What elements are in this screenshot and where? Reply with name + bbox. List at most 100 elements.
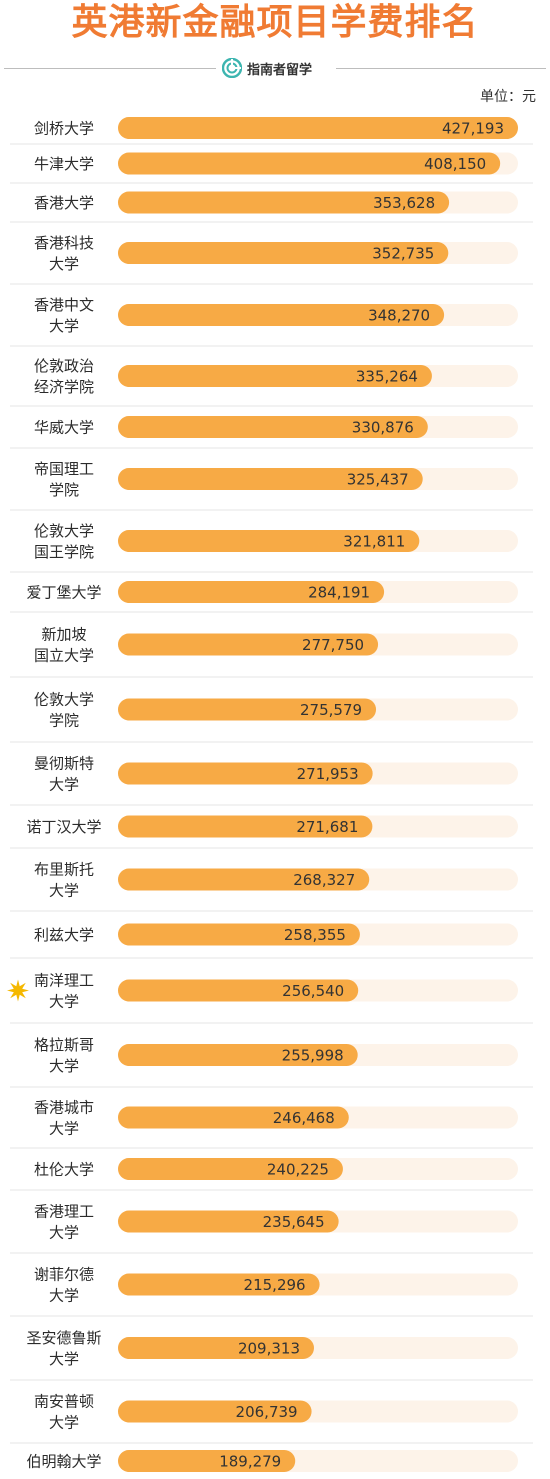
- bar: [118, 242, 449, 264]
- data-label: 325,437: [347, 471, 409, 489]
- bar: [118, 191, 450, 214]
- category-label: 诺丁汉大学: [26, 818, 101, 836]
- brand: 指南者留学: [222, 56, 332, 80]
- category-label: 伦敦大学: [34, 522, 94, 540]
- bar: [118, 979, 359, 1002]
- category-label: 大学: [49, 882, 79, 900]
- bar: [118, 152, 501, 175]
- bar: [118, 416, 428, 438]
- data-label: 348,270: [368, 307, 430, 325]
- brand-row: 指南者留学: [0, 56, 550, 80]
- category-label: 牛津大学: [34, 155, 94, 173]
- data-label: 240,225: [267, 1161, 329, 1179]
- category-label: 谢菲尔德: [34, 1266, 94, 1284]
- category-label: 帝国理工: [34, 460, 94, 478]
- bar: [118, 1337, 314, 1359]
- divider-right: [336, 68, 546, 69]
- data-label: 271,681: [296, 818, 358, 836]
- category-label: 大学: [49, 1414, 79, 1432]
- bar: [118, 1273, 320, 1296]
- category-label: 剑桥大学: [34, 120, 94, 138]
- divider-left: [4, 68, 216, 69]
- bar: [118, 365, 432, 387]
- guide-logo-icon: [222, 58, 242, 78]
- category-label: 香港大学: [34, 194, 94, 212]
- category-label: 爱丁堡大学: [26, 584, 101, 602]
- data-label: 258,355: [284, 926, 346, 944]
- category-label: 大学: [49, 1057, 79, 1075]
- bar: [118, 762, 373, 785]
- bar: [118, 698, 377, 721]
- category-label: 华威大学: [34, 419, 94, 437]
- data-label: 277,750: [302, 636, 364, 654]
- category-label: 大学: [49, 1287, 79, 1305]
- category-label: 杜伦大学: [34, 1161, 94, 1179]
- bar: [118, 1400, 312, 1423]
- category-label: 南洋理工: [34, 972, 94, 990]
- category-label: 国王学院: [34, 543, 94, 561]
- category-label: 经济学院: [34, 378, 94, 396]
- category-label: 伯明翰大学: [26, 1453, 101, 1471]
- category-label: 学院: [49, 712, 79, 730]
- bar: [118, 1106, 349, 1129]
- unit-label: 单位：元: [480, 89, 536, 105]
- bar: [118, 530, 420, 552]
- data-label: 268,327: [293, 871, 355, 889]
- category-label: 利兹大学: [34, 926, 94, 944]
- category-label: 大学: [49, 993, 79, 1011]
- category-label: 国立大学: [34, 647, 94, 665]
- bar: [118, 923, 360, 946]
- bar: [118, 581, 385, 603]
- category-label: 曼彻斯特: [34, 755, 94, 773]
- data-label: 321,811: [343, 533, 405, 551]
- category-label: 大学: [49, 317, 79, 335]
- category-label: 伦敦政治: [34, 357, 94, 375]
- bar: [118, 633, 379, 656]
- category-label: 香港理工: [34, 1203, 94, 1221]
- data-label: 256,540: [282, 982, 344, 1000]
- category-label: 学院: [49, 481, 79, 499]
- bar: [118, 1158, 343, 1180]
- bar: [118, 1044, 358, 1066]
- bar: [118, 1210, 339, 1233]
- data-label: 215,296: [244, 1276, 306, 1294]
- category-label: 布里斯托: [34, 861, 94, 879]
- category-label: 大学: [49, 1224, 79, 1242]
- bar: [118, 304, 445, 326]
- category-label: 大学: [49, 1350, 79, 1368]
- bar: [118, 815, 373, 838]
- data-label: 235,645: [263, 1213, 325, 1231]
- category-label: 香港中文: [34, 296, 94, 314]
- data-label: 408,150: [424, 155, 486, 173]
- chart-title: 英港新金融项目学费排名: [71, 2, 479, 43]
- data-label: 335,264: [356, 368, 418, 386]
- category-label: 大学: [49, 1120, 79, 1138]
- brand-name: 指南者留学: [247, 62, 313, 78]
- data-label: 284,191: [308, 584, 370, 602]
- data-label: 352,735: [372, 245, 434, 263]
- data-label: 189,279: [219, 1453, 281, 1471]
- category-label: 香港城市: [34, 1099, 94, 1117]
- category-label: 大学: [49, 255, 79, 273]
- data-label: 271,953: [297, 765, 359, 783]
- bar: [118, 468, 423, 490]
- data-label: 330,876: [352, 419, 414, 437]
- bar: [118, 117, 518, 139]
- category-label: 格拉斯哥: [34, 1036, 94, 1054]
- category-label: 伦敦大学: [34, 691, 94, 709]
- category-label: 香港科技: [34, 234, 94, 252]
- data-label: 246,468: [273, 1109, 335, 1127]
- data-label: 255,998: [282, 1047, 344, 1065]
- category-label: 南安普顿: [34, 1393, 94, 1411]
- data-label: 353,628: [373, 194, 435, 212]
- data-label: 427,193: [442, 120, 504, 138]
- data-label: 209,313: [238, 1340, 300, 1358]
- data-label: 275,579: [300, 701, 362, 719]
- data-label: 206,739: [236, 1403, 298, 1421]
- category-label: 圣安德鲁斯: [26, 1329, 101, 1347]
- category-label: 新加坡: [41, 626, 86, 644]
- bar: [118, 868, 370, 891]
- category-label: 大学: [49, 776, 79, 794]
- bar: [118, 1450, 296, 1472]
